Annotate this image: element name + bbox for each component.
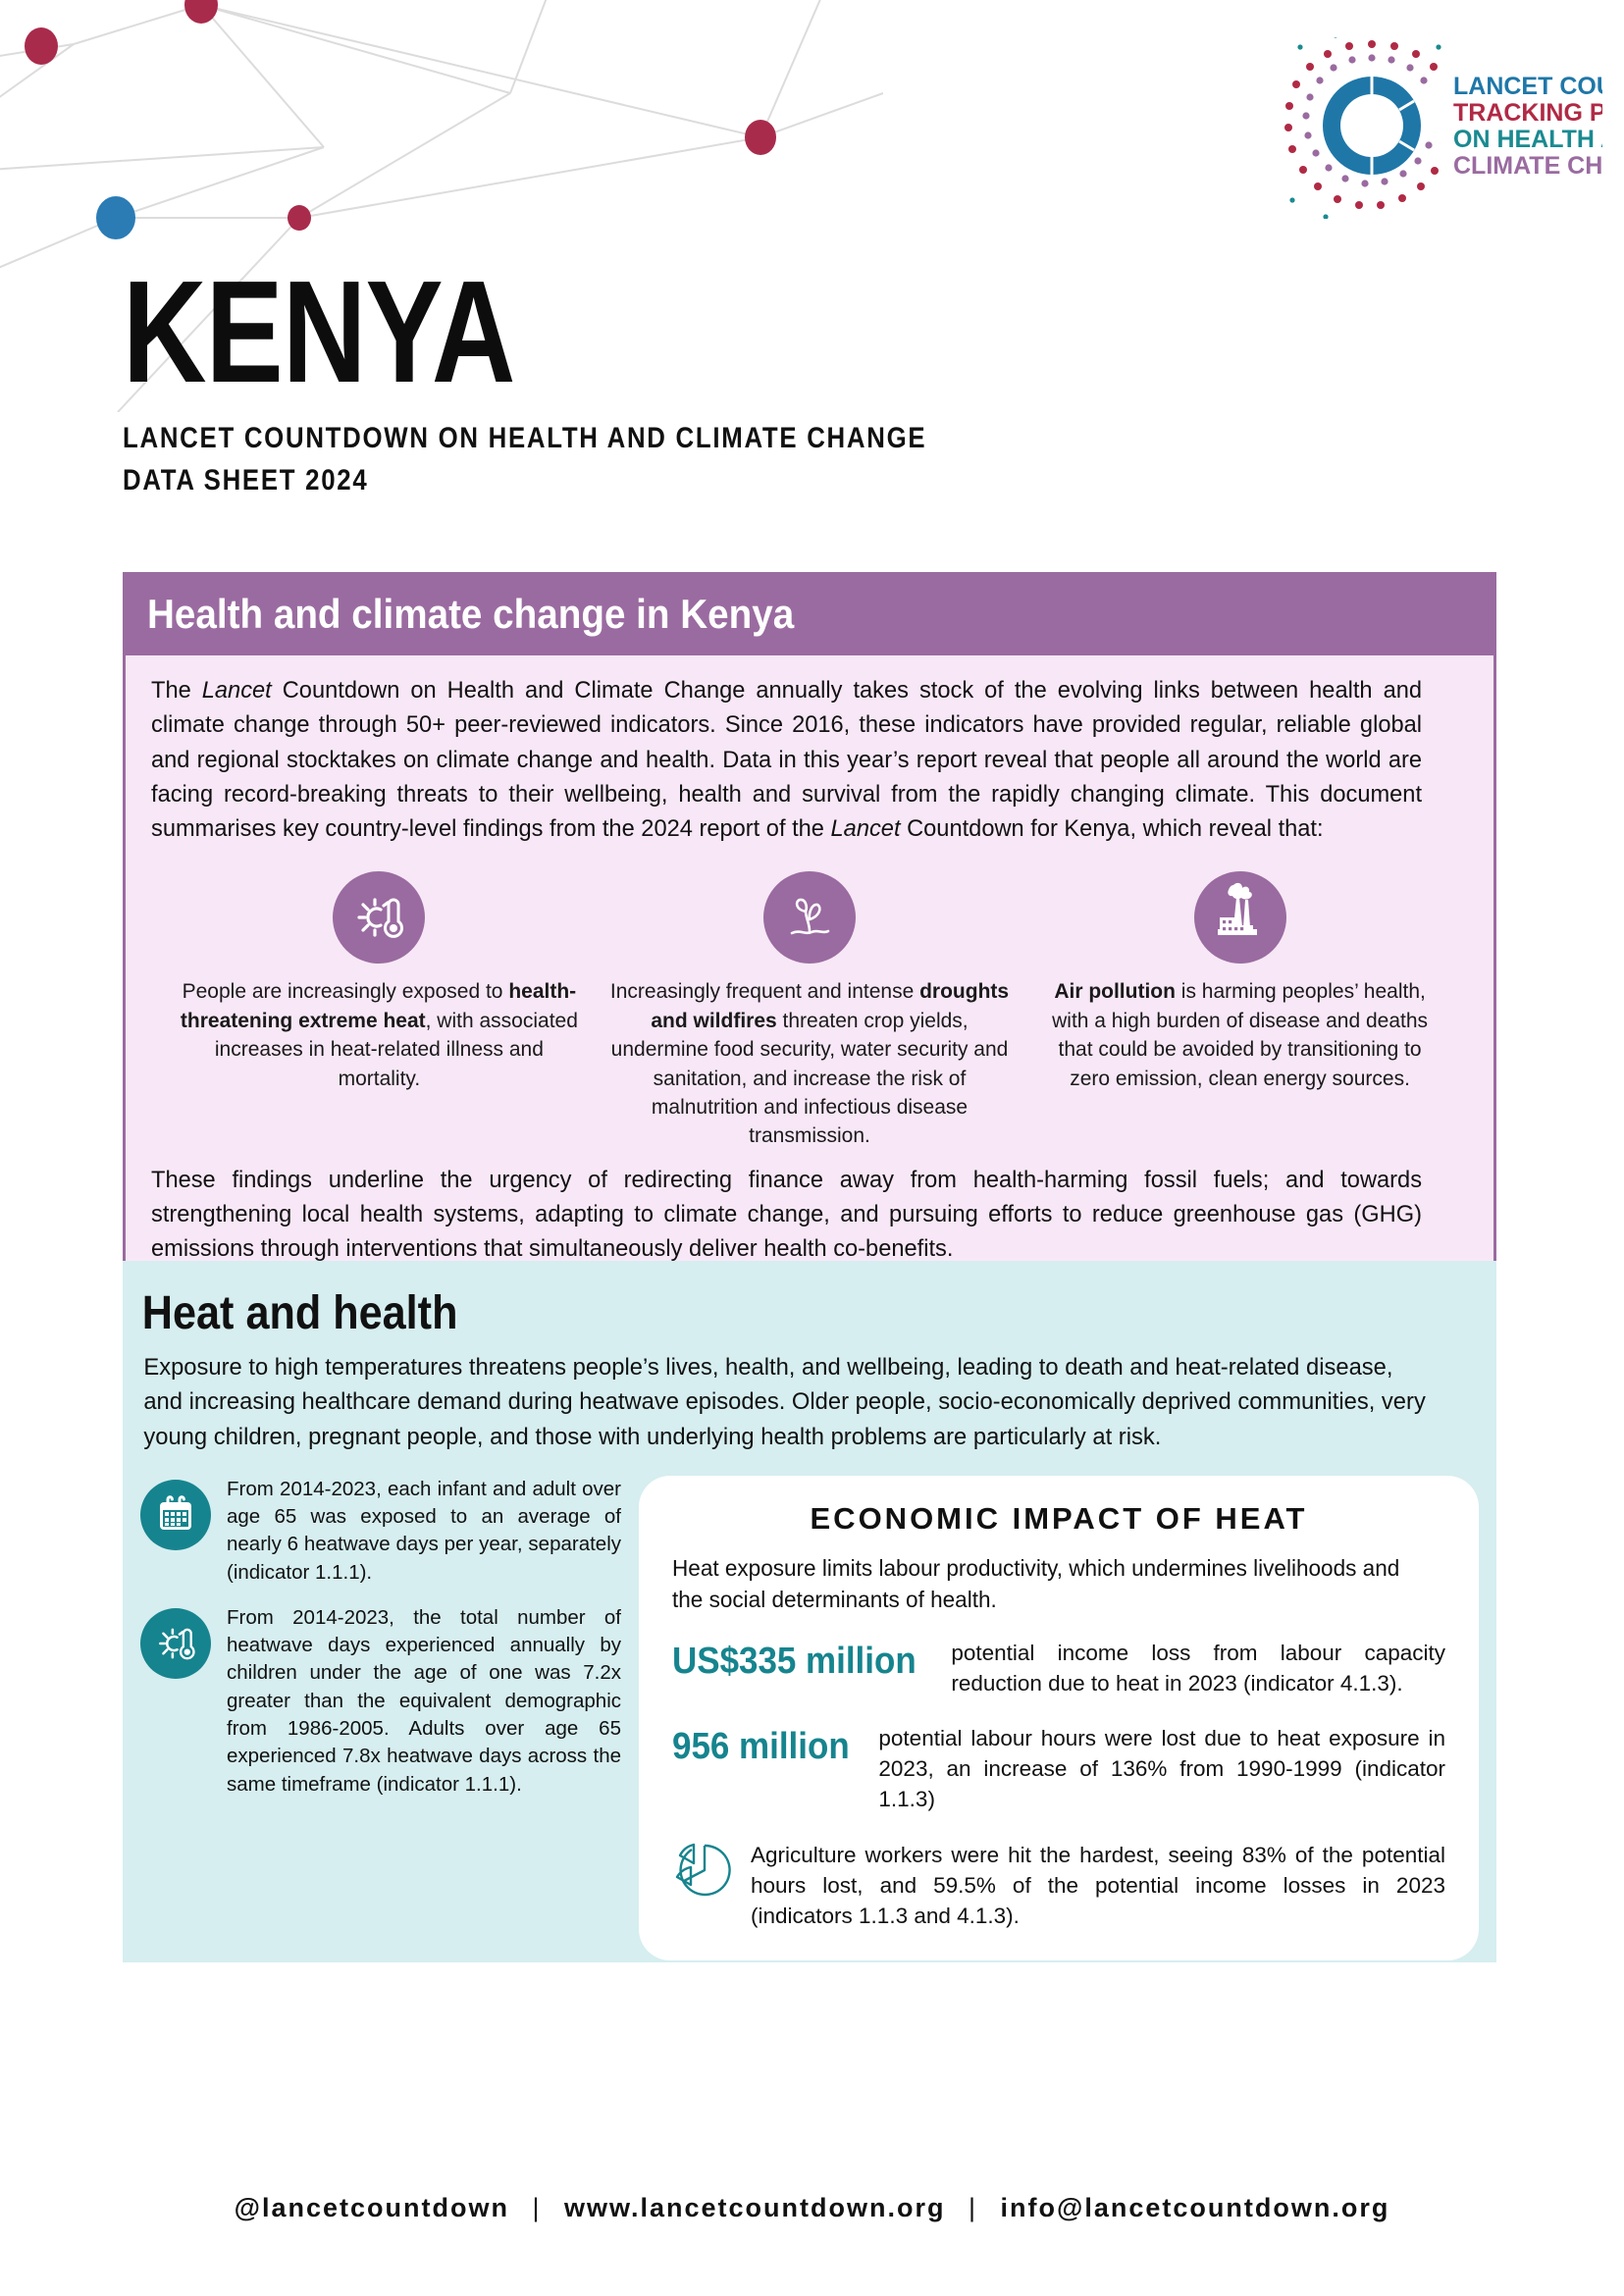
purple-closing-paragraph: These findings underline the urgency of … [151, 1166, 1423, 1263]
agriculture-note: Agriculture workers were hit the hardest… [672, 1840, 1445, 1931]
purple-column-heat: People are increasingly exposed to healt… [177, 871, 582, 1150]
heat-and-health-section: Heat and health Exposure to high tempera… [123, 1261, 1496, 1962]
purple-intro-paragraph: The Lancet Countdown on Health and Clima… [151, 677, 1423, 843]
heat-section-title: Heat and health [141, 1287, 458, 1339]
lancet-countdown-logo: LANCET COUNTDOWN: TRACKING PROGRESS ON H… [1256, 26, 1624, 225]
economic-figure: US$335 million potential income loss fro… [672, 1639, 1445, 1698]
calendar-icon [140, 1479, 211, 1550]
economic-card-intro: Heat exposure limits labour productivity… [672, 1554, 1400, 1612]
purple-caption-heat: People are increasingly exposed to healt… [180, 980, 578, 1090]
logo-line-3: ON HEALTH AND [1453, 126, 1602, 153]
footer-separator-1: | [532, 2193, 542, 2222]
network-decoration [0, 0, 883, 412]
economic-figure-description: potential labour hours were lost due to … [878, 1726, 1445, 1811]
purple-icon-row: People are increasingly exposed to healt… [151, 846, 1468, 1156]
heat-stat-list: From 2014-2023, each infant and adult ov… [140, 1476, 621, 1960]
economic-figure-description: potential income loss from labour capaci… [951, 1641, 1445, 1696]
logo-line-1: LANCET COUNTDOWN: [1453, 73, 1602, 100]
economic-impact-card: ECONOMIC IMPACT OF HEAT Heat exposure li… [639, 1475, 1479, 1961]
footer-separator-2: | [969, 2193, 978, 2222]
sun-thermometer-icon [140, 1607, 211, 1679]
logo-line-4: CLIMATE CHANGE [1453, 152, 1602, 180]
subtitle-line-2: DATA SHEET 2024 [123, 463, 369, 496]
list-item: From 2014-2023, each infant and adult ov… [140, 1476, 621, 1587]
purple-column-pollution: Air pollution is harming peoples’ health… [1037, 871, 1442, 1150]
economic-figure-value: US$335 million [672, 1641, 917, 1683]
purple-column-drought: Increasingly frequent and intense drough… [607, 871, 1013, 1150]
list-item-text: From 2014-2023, each infant and adult ov… [227, 1477, 621, 1584]
list-item: From 2014-2023, the total number of heat… [140, 1604, 621, 1799]
sun-thermometer-icon [333, 871, 426, 965]
factory-smokestack-icon [1193, 871, 1286, 965]
health-climate-section: Health and climate change in Kenya The L… [123, 572, 1496, 1289]
economic-figure-value: 956 million [672, 1726, 850, 1768]
footer-email[interactable]: info@lancetcountdown.org [1000, 2193, 1390, 2222]
purple-caption-drought: Increasingly frequent and intense drough… [609, 980, 1010, 1148]
purple-section-title: Health and climate change in Kenya [147, 591, 795, 637]
pie-chart-icon [675, 1843, 731, 1897]
economic-card-title: ECONOMIC IMPACT OF HEAT [810, 1500, 1308, 1536]
subtitle-line-1: LANCET COUNTDOWN ON HEALTH AND CLIMATE C… [123, 422, 927, 455]
sprout-plant-icon [762, 871, 856, 965]
footer: @lancetcountdown | www.lancetcountdown.o… [0, 2193, 1624, 2223]
economic-figure: 956 million potential labour hours were … [672, 1724, 1445, 1814]
purple-section-header: Health and climate change in Kenya [126, 575, 1493, 655]
country-title: KENYA [123, 251, 515, 413]
logo-line-2: TRACKING PROGRESS [1453, 99, 1602, 127]
footer-handle[interactable]: @lancetcountdown [234, 2193, 509, 2222]
heat-section-intro: Exposure to high temperatures threatens … [143, 1354, 1426, 1450]
agriculture-note-text: Agriculture workers were hit the hardest… [751, 1843, 1445, 1929]
footer-website[interactable]: www.lancetcountdown.org [564, 2193, 946, 2222]
page-title-block: KENYA LANCET COUNTDOWN ON HEALTH AND CLI… [123, 251, 1058, 501]
list-item-text: From 2014-2023, the total number of heat… [227, 1605, 621, 1796]
purple-caption-pollution: Air pollution is harming peoples’ health… [1052, 980, 1429, 1090]
